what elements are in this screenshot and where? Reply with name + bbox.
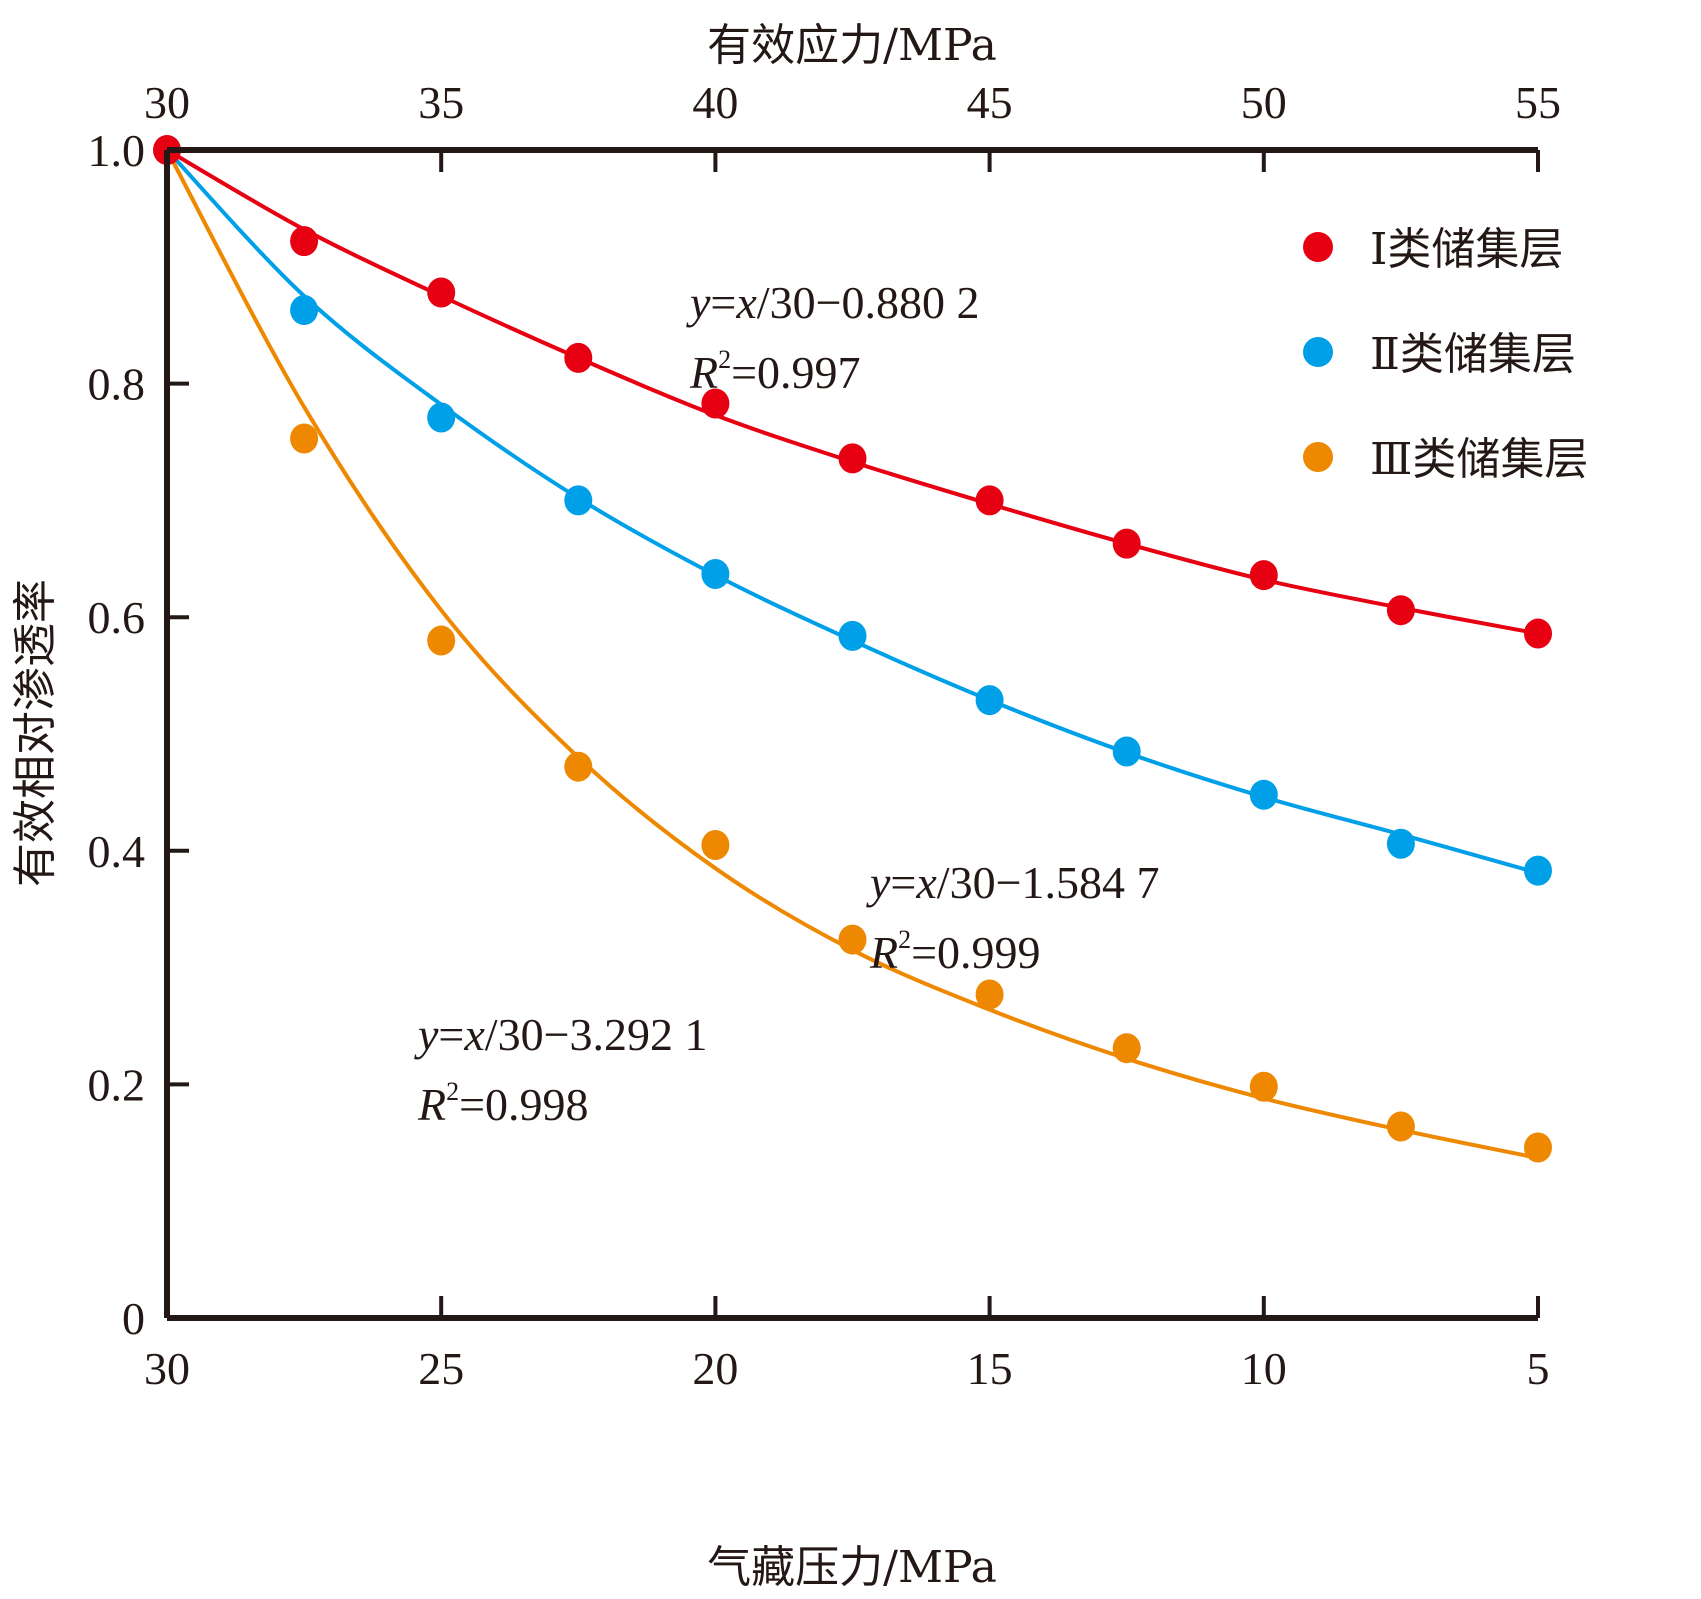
x-tick-label-bottom: 25 xyxy=(418,1343,464,1394)
data-point-series-1 xyxy=(1386,595,1415,626)
fit-curve-series-3 xyxy=(165,149,1539,1160)
x-tick-label-bottom: 5 xyxy=(1527,1343,1550,1394)
data-point-series-2 xyxy=(564,485,593,516)
y-tick-label: 1.0 xyxy=(88,125,146,176)
legend-marker-class-3 xyxy=(1303,442,1333,472)
r2-class-2: R2=0.999 xyxy=(869,925,1041,978)
x-tick-label-bottom: 20 xyxy=(692,1343,738,1394)
legend-marker-class-1 xyxy=(1303,232,1333,262)
data-point-series-3 xyxy=(838,924,867,955)
legend-label-class-1: Ⅰ类储集层 xyxy=(1370,224,1563,275)
fit-curve-series-2 xyxy=(165,148,1539,875)
data-point-series-3 xyxy=(290,423,319,454)
data-point-series-1 xyxy=(427,277,456,308)
data-point-series-3 xyxy=(701,829,730,860)
x-tick-label-top: 40 xyxy=(692,77,738,128)
y-tick-label: 0.6 xyxy=(88,592,146,643)
data-point-series-2 xyxy=(1112,736,1141,767)
data-point-series-3 xyxy=(1386,1111,1415,1142)
y-tick-label: 0.8 xyxy=(88,359,146,410)
x-tick-label-top: 45 xyxy=(967,77,1013,128)
legend-label-class-3: Ⅲ类储集层 xyxy=(1370,434,1588,485)
data-point-series-1 xyxy=(1524,618,1552,649)
data-point-series-1 xyxy=(701,388,730,419)
data-point-series-2 xyxy=(975,685,1004,716)
annotation-class-1: y=x/30−0.880 2 R2=0.997 xyxy=(686,277,980,398)
bottom-axis-title: 气藏压力/MPa xyxy=(707,1542,997,1593)
legend-label-class-2: Ⅱ类储集层 xyxy=(1370,329,1576,380)
data-point-series-3 xyxy=(1249,1071,1278,1102)
data-point-series-1 xyxy=(975,485,1004,516)
fit-curve-series-1 xyxy=(165,148,1539,636)
data-point-series-2 xyxy=(1524,855,1552,886)
data-point-series-3 xyxy=(1524,1132,1552,1163)
y-tick-label: 0 xyxy=(122,1293,145,1344)
equation-class-1: y=x/30−0.880 2 xyxy=(686,277,980,328)
annotation-class-2: y=x/30−1.584 7 R2=0.999 xyxy=(866,857,1160,978)
data-point-series-2 xyxy=(1386,828,1415,859)
r2-class-1: R2=0.997 xyxy=(689,345,861,398)
x-tick-label-top: 30 xyxy=(144,77,190,128)
data-point-series-1 xyxy=(290,226,319,257)
x-tick-label-top: 55 xyxy=(1515,77,1561,128)
legend-marker-class-2 xyxy=(1303,337,1333,367)
r2-class-3: R2=0.998 xyxy=(417,1077,589,1130)
data-point-series-1 xyxy=(1112,528,1141,559)
y-axis-title: 有效相对渗透率 xyxy=(10,579,61,887)
data-point-series-2 xyxy=(427,402,456,433)
top-axis-title: 有效应力/MPa xyxy=(707,20,997,71)
data-point-series-2 xyxy=(701,558,730,589)
legend-item-class-2: Ⅱ类储集层 xyxy=(1303,329,1576,380)
data-point-series-1 xyxy=(838,443,867,474)
data-point-series-2 xyxy=(838,620,867,651)
legend-item-class-3: Ⅲ类储集层 xyxy=(1303,434,1588,485)
data-point-series-3 xyxy=(427,625,456,656)
data-point-series-2 xyxy=(1249,779,1278,810)
data-point-series-1 xyxy=(1249,560,1278,591)
x-tick-label-bottom: 10 xyxy=(1241,1343,1287,1394)
data-point-series-3 xyxy=(975,979,1004,1010)
x-tick-label-top: 50 xyxy=(1241,77,1287,128)
data-point-series-2 xyxy=(290,295,319,326)
x-tick-label-bottom: 30 xyxy=(144,1343,190,1394)
y-tick-label: 0.4 xyxy=(88,826,146,877)
legend: Ⅰ类储集层 Ⅱ类储集层 Ⅲ类储集层 xyxy=(1303,224,1588,485)
data-point-series-3 xyxy=(564,751,593,782)
y-tick-label: 0.2 xyxy=(88,1059,146,1110)
data-point-series-1 xyxy=(564,342,593,373)
x-tick-label-bottom: 15 xyxy=(967,1343,1013,1394)
data-point-series-3 xyxy=(1112,1033,1141,1064)
equation-class-2: y=x/30−1.584 7 xyxy=(866,857,1160,908)
x-tick-label-top: 35 xyxy=(418,77,464,128)
legend-item-class-1: Ⅰ类储集层 xyxy=(1303,224,1563,275)
equation-class-3: y=x/30−3.292 1 xyxy=(414,1009,708,1060)
annotation-class-3: y=x/30−3.292 1 R2=0.998 xyxy=(414,1009,708,1130)
